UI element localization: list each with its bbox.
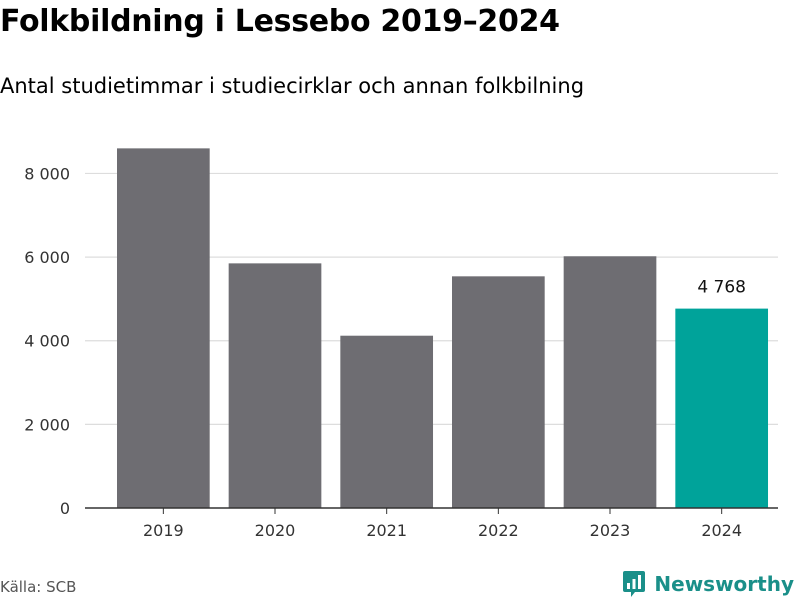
y-tick-label: 6 000 xyxy=(24,248,70,267)
x-tick-label: 2019 xyxy=(143,521,184,540)
y-tick-label: 4 000 xyxy=(24,332,70,351)
bar-2019 xyxy=(117,148,210,508)
bar-chart-logo-icon xyxy=(623,571,646,597)
bar-chart: 0 2 000 4 000 6 000 8 000 2019 2020 2021 2022 202… xyxy=(24,148,778,540)
labels: 0 2 000 4 000 6 000 8 000 2019 2020 2021 2022 202… xyxy=(24,164,746,540)
x-tick-label: 2020 xyxy=(255,521,296,540)
bars xyxy=(117,148,769,508)
x-tick-label: 2023 xyxy=(590,521,631,540)
y-tick-label: 8 000 xyxy=(24,164,70,183)
chart-subtitle: Antal studietimmar i studiecirklar och a… xyxy=(0,74,585,98)
y-tick-label: 0 xyxy=(60,499,70,518)
source-note: Källa: SCB xyxy=(0,578,77,596)
axes xyxy=(85,507,778,514)
x-tick-label: 2024 xyxy=(701,521,742,540)
brand-name: Newsworthy xyxy=(654,572,794,596)
chart-title: Folkbildning i Lessebo 2019–2024 xyxy=(0,4,560,39)
x-tick-label: 2021 xyxy=(366,521,407,540)
bar-2020 xyxy=(228,263,322,508)
data-label: 4 768 xyxy=(697,278,746,298)
y-tick-label: 2 000 xyxy=(24,415,70,434)
bar-2023 xyxy=(563,256,657,508)
bar-2022 xyxy=(452,276,545,508)
bar-2021 xyxy=(340,335,434,508)
brand-logo: Newsworthy xyxy=(622,570,794,598)
x-tick-label: 2022 xyxy=(478,521,519,540)
bar-2024 xyxy=(675,308,769,508)
